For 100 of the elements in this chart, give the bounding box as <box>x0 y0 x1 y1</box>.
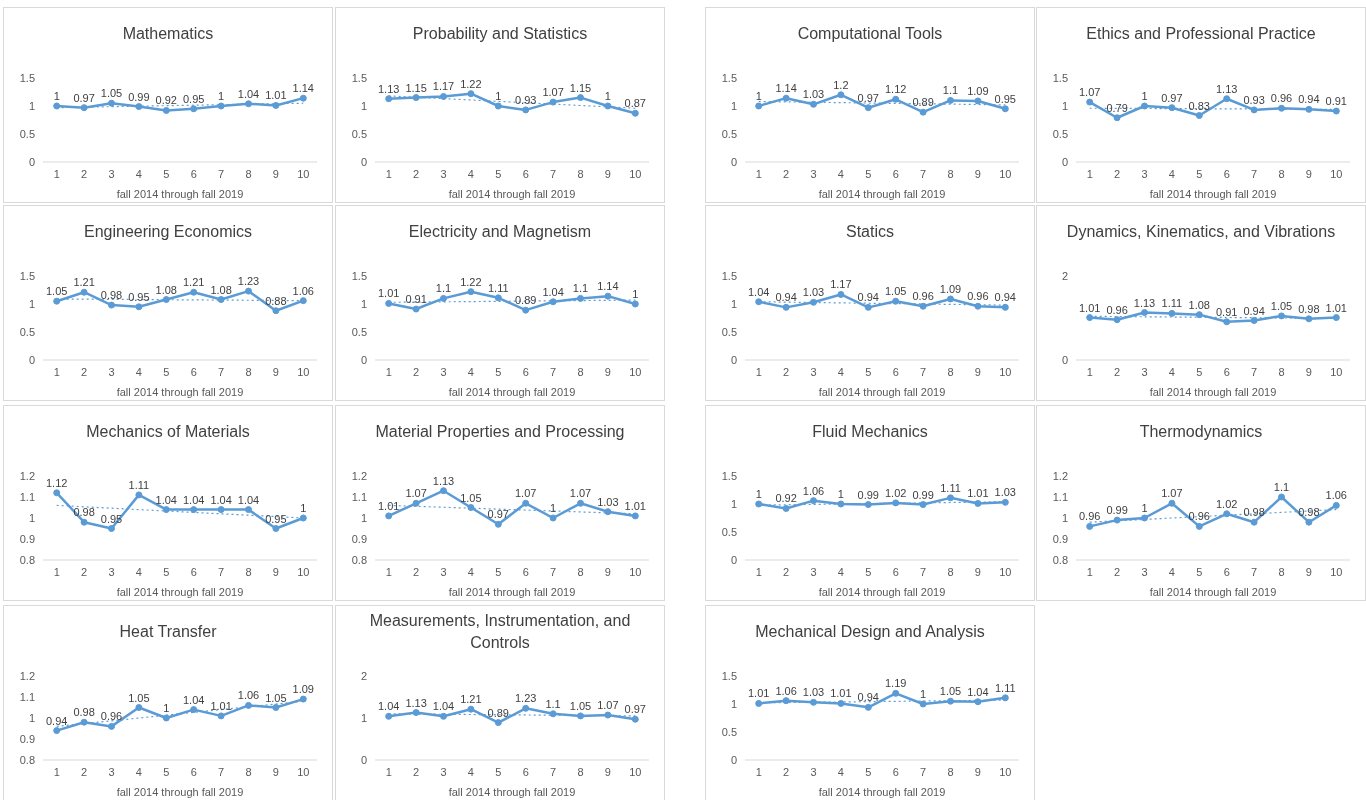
y-tick-label: 1.5 <box>1052 71 1068 84</box>
x-axis-title: fall 2014 through fall 2019 <box>116 786 244 798</box>
x-tick-label: 7 <box>920 167 927 180</box>
chart-title: Engineering Economics <box>82 222 254 242</box>
point <box>755 699 763 707</box>
x-tick-label: 3 <box>440 565 447 578</box>
data-label: 1.02 <box>1215 497 1238 510</box>
x-tick-label: 2 <box>783 765 790 778</box>
data-label: 0.99 <box>912 488 934 501</box>
y-tick-label: 1.5 <box>721 71 737 84</box>
point <box>217 506 225 514</box>
data-label: 0.96 <box>100 710 123 723</box>
data-label: 1 <box>920 688 927 700</box>
x-tick-label: 7 <box>550 365 557 378</box>
point <box>1086 98 1094 106</box>
data-label: 1.23 <box>514 692 537 705</box>
x-tick-label: 1 <box>53 765 60 778</box>
x-tick-label: 8 <box>947 365 954 378</box>
data-label: 0.87 <box>624 97 647 110</box>
point <box>1086 522 1094 530</box>
x-tick-label: 9 <box>974 565 981 578</box>
point <box>494 719 502 727</box>
data-label: 1.1 <box>942 84 959 97</box>
y-tick-label: 2 <box>1061 269 1068 282</box>
data-label: 1.01 <box>1325 301 1348 314</box>
point <box>245 701 252 709</box>
point <box>522 306 530 314</box>
point <box>1141 514 1148 522</box>
point <box>108 99 115 107</box>
data-label: 1.1 <box>435 282 452 295</box>
data-label: 1 <box>1141 90 1148 102</box>
point <box>631 300 639 308</box>
y-tick-label: 0.5 <box>351 127 367 140</box>
data-label: 0.96 <box>1106 303 1128 316</box>
point <box>919 108 927 116</box>
chart-title: Material Properties and Processing <box>374 422 626 442</box>
x-tick-label: 9 <box>604 765 611 778</box>
x-tick-label: 1 <box>755 365 762 378</box>
data-label: 0.98 <box>100 289 123 302</box>
x-tick-label: 2 <box>413 765 420 778</box>
y-tick-label: 1.2 <box>19 469 35 482</box>
point <box>549 98 557 106</box>
x-tick-label: 4 <box>135 365 142 378</box>
point <box>892 95 900 103</box>
y-tick-label: 1 <box>360 99 367 112</box>
point <box>604 102 612 110</box>
data-label: 0.96 <box>912 290 934 303</box>
point <box>810 497 817 505</box>
x-tick-label: 1 <box>1086 565 1093 578</box>
x-tick-label: 8 <box>577 565 584 578</box>
x-tick-label: 9 <box>272 565 279 578</box>
data-label: 1.01 <box>377 499 400 512</box>
point <box>782 697 790 705</box>
x-tick-label: 7 <box>218 565 225 578</box>
point <box>837 290 845 298</box>
data-label: 0.99 <box>857 488 880 501</box>
x-tick-label: 8 <box>1278 565 1285 578</box>
data-label: 1.01 <box>624 499 647 512</box>
x-tick-label: 3 <box>1141 167 1148 180</box>
x-tick-label: 5 <box>1196 365 1203 378</box>
x-tick-label: 3 <box>810 167 817 180</box>
y-tick-label: 0.8 <box>351 553 367 566</box>
point <box>80 104 88 112</box>
point <box>755 298 763 306</box>
x-axis-title: fall 2014 through fall 2019 <box>116 386 244 398</box>
x-axis-title: fall 2014 through fall 2019 <box>448 386 576 398</box>
data-label: 0.96 <box>1188 510 1211 523</box>
x-tick-label: 3 <box>440 765 447 778</box>
point <box>974 97 982 105</box>
x-tick-label: 6 <box>190 365 197 378</box>
x-tick-label: 3 <box>108 365 115 378</box>
x-tick-label: 5 <box>865 167 872 180</box>
point <box>1141 102 1148 110</box>
data-label: 1.03 <box>994 486 1017 499</box>
y-tick-label: 0.9 <box>1052 532 1068 545</box>
y-tick-label: 0 <box>730 553 737 566</box>
point <box>494 102 502 110</box>
y-tick-label: 0 <box>28 155 35 168</box>
x-axis-title: fall 2014 through fall 2019 <box>818 386 946 398</box>
x-tick-label: 10 <box>999 365 1012 378</box>
data-label: 1.04 <box>237 493 260 506</box>
point <box>1223 318 1231 326</box>
point <box>522 704 530 712</box>
x-tick-label: 6 <box>1223 565 1230 578</box>
data-label: 1.03 <box>802 286 825 299</box>
point <box>1113 316 1121 324</box>
data-label: 0.97 <box>1161 91 1183 104</box>
data-label: 1.21 <box>460 693 482 706</box>
x-tick-label: 6 <box>522 167 529 180</box>
x-tick-label: 10 <box>297 565 310 578</box>
point <box>245 506 252 514</box>
point <box>1332 314 1340 322</box>
data-label: 1.07 <box>514 487 537 500</box>
data-label: 1.08 <box>210 283 232 296</box>
data-label: 1.04 <box>182 693 205 706</box>
x-tick-label: 5 <box>865 765 872 778</box>
y-tick-label: 1.5 <box>19 71 35 84</box>
x-tick-label: 7 <box>218 167 225 180</box>
x-tick-label: 7 <box>1251 565 1258 578</box>
y-tick-label: 1.2 <box>19 669 35 682</box>
